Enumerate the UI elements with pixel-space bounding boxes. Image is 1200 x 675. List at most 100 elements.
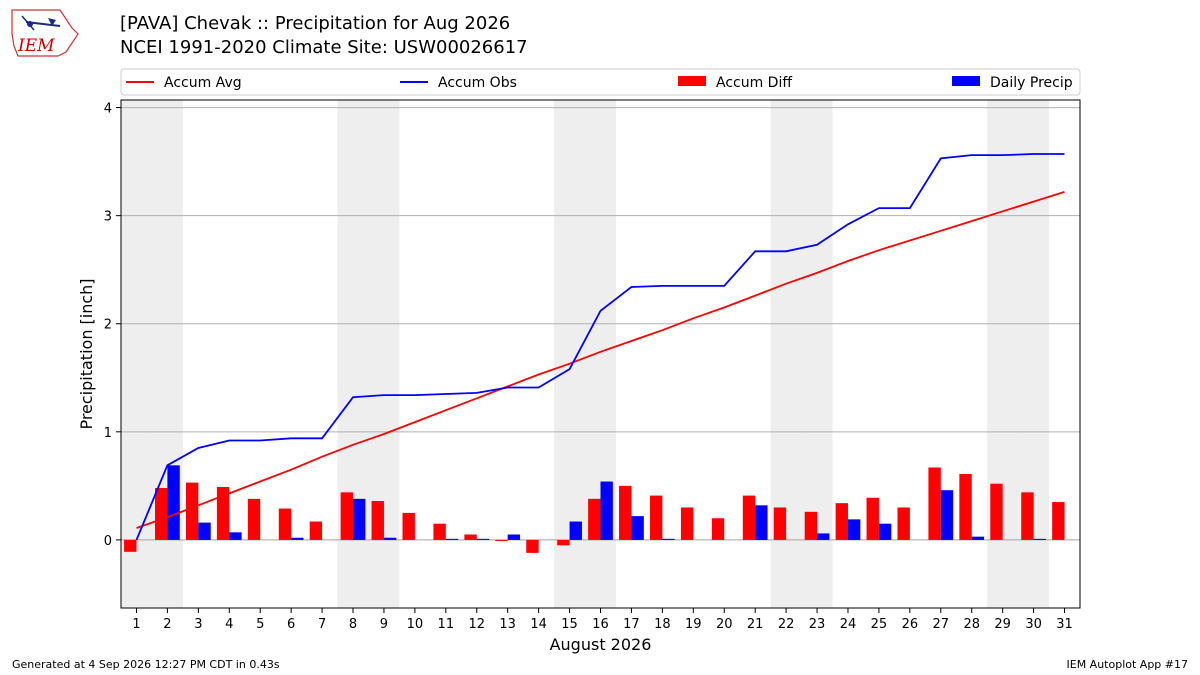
x-tick-label-22: 22 bbox=[778, 617, 795, 632]
diff-bar-6 bbox=[278, 508, 292, 540]
diff-bar-5 bbox=[247, 498, 261, 540]
legend-label-accum-avg: Accum Avg bbox=[164, 75, 242, 91]
legend-box bbox=[120, 68, 1081, 96]
x-tick-label-27: 27 bbox=[933, 617, 950, 632]
x-tick-label-5: 5 bbox=[256, 617, 264, 632]
accum-obs-line bbox=[135, 153, 1065, 541]
y-axis-label: Precipitation [inch] bbox=[77, 278, 96, 429]
x-axis-label: August 2026 bbox=[550, 635, 652, 654]
diff-bar-21 bbox=[742, 495, 756, 540]
diff-bar-10 bbox=[402, 512, 415, 540]
diff-bar-27 bbox=[928, 467, 941, 540]
daily-bar-28 bbox=[971, 536, 985, 540]
daily-bar-11 bbox=[445, 538, 459, 540]
x-tick-label-13: 13 bbox=[499, 617, 516, 632]
x-tick-label-30: 30 bbox=[1025, 617, 1042, 632]
legend-swatch-daily-precip bbox=[952, 76, 980, 86]
y-tick-label-3: 3 bbox=[104, 210, 112, 225]
daily-bar-24 bbox=[847, 519, 861, 540]
diff-bar-11 bbox=[433, 523, 446, 540]
x-tick-label-29: 29 bbox=[994, 617, 1011, 632]
x-tick-label-18: 18 bbox=[654, 617, 671, 632]
diff-bar-26 bbox=[897, 507, 910, 540]
accum-avg-line bbox=[136, 191, 1065, 529]
diff-bar-19 bbox=[680, 507, 694, 540]
x-tick-label-4: 4 bbox=[225, 617, 233, 632]
chart-subtitle: NCEI 1991-2020 Climate Site: USW00026617 bbox=[120, 37, 528, 58]
x-tick-label-23: 23 bbox=[809, 617, 826, 632]
x-tick-label-19: 19 bbox=[685, 617, 702, 632]
x-tick-label-3: 3 bbox=[194, 617, 202, 632]
daily-bar-6 bbox=[291, 537, 304, 540]
app-credit: IEM Autoplot App #17 bbox=[1066, 658, 1189, 671]
x-tick-label-26: 26 bbox=[902, 617, 919, 632]
x-tick-label-31: 31 bbox=[1056, 617, 1073, 632]
x-tick-label-17: 17 bbox=[623, 617, 640, 632]
diff-bar-13 bbox=[495, 539, 508, 541]
daily-bar-12 bbox=[476, 538, 490, 540]
daily-bar-21 bbox=[755, 505, 768, 540]
diff-bar-2 bbox=[155, 488, 168, 540]
x-tick-label-1: 1 bbox=[132, 617, 140, 632]
y-tick-label-1: 1 bbox=[104, 426, 112, 441]
legend: Accum Avg Accum Obs Accum Diff Daily Precip bbox=[120, 68, 1081, 96]
x-tick-label-15: 15 bbox=[561, 617, 578, 632]
legend-label-accum-obs: Accum Obs bbox=[438, 75, 517, 91]
daily-bar-15 bbox=[569, 521, 582, 540]
daily-bar-8 bbox=[353, 498, 366, 540]
x-tick-label-9: 9 bbox=[380, 617, 388, 632]
diff-bar-4 bbox=[216, 486, 230, 540]
diff-bar-22 bbox=[773, 507, 787, 540]
legend-swatch-accum-diff bbox=[678, 76, 706, 86]
x-tick-label-2: 2 bbox=[163, 617, 171, 632]
diff-bar-20 bbox=[711, 518, 725, 540]
diff-bar-29 bbox=[990, 483, 1003, 540]
y-tick-label-4: 4 bbox=[104, 102, 112, 117]
diff-bar-1 bbox=[124, 539, 137, 552]
daily-bar-3 bbox=[198, 522, 211, 540]
x-tick-label-11: 11 bbox=[438, 617, 455, 632]
logo-text: IEM bbox=[17, 36, 55, 56]
diff-bar-24 bbox=[835, 503, 848, 540]
daily-bar-9 bbox=[383, 537, 397, 540]
diff-bar-17 bbox=[619, 485, 632, 540]
x-tick-label-6: 6 bbox=[287, 617, 295, 632]
diff-bar-14 bbox=[526, 539, 539, 553]
diff-bar-12 bbox=[464, 534, 477, 540]
daily-bar-18 bbox=[662, 538, 675, 540]
daily-bar-13 bbox=[507, 534, 521, 540]
x-tick-label-25: 25 bbox=[871, 617, 888, 632]
x-tick-label-10: 10 bbox=[407, 617, 424, 632]
x-tick-label-16: 16 bbox=[592, 617, 609, 632]
diff-bar-15 bbox=[557, 539, 570, 546]
chart-title: [PAVA] Chevak :: Precipitation for Aug 2… bbox=[120, 13, 511, 34]
diff-bar-8 bbox=[340, 492, 354, 540]
daily-bar-2 bbox=[167, 465, 180, 540]
x-tick-label-20: 20 bbox=[716, 617, 733, 632]
diff-bar-9 bbox=[371, 500, 384, 540]
bars bbox=[124, 465, 1065, 553]
iem-logo: IEM bbox=[11, 9, 79, 57]
x-tick-label-24: 24 bbox=[840, 617, 857, 632]
diff-bar-18 bbox=[649, 495, 663, 540]
diff-bar-23 bbox=[804, 511, 818, 540]
daily-bar-27 bbox=[940, 490, 954, 540]
diff-bar-31 bbox=[1052, 502, 1065, 540]
weekend-band-1 bbox=[121, 100, 152, 608]
diff-bar-28 bbox=[959, 473, 972, 540]
daily-bar-4 bbox=[229, 532, 242, 540]
x-tick-label-8: 8 bbox=[349, 617, 357, 632]
diff-bar-3 bbox=[185, 482, 199, 540]
lines bbox=[135, 153, 1065, 541]
legend-label-daily-precip: Daily Precip bbox=[990, 75, 1073, 91]
y-tick-label-0: 0 bbox=[104, 534, 112, 549]
daily-bar-17 bbox=[631, 516, 644, 540]
x-tick-label-21: 21 bbox=[747, 617, 764, 632]
diff-bar-7 bbox=[309, 521, 323, 540]
daily-bar-16 bbox=[600, 481, 613, 540]
x-tick-label-7: 7 bbox=[318, 617, 326, 632]
y-tick-label-2: 2 bbox=[104, 318, 112, 333]
diff-bar-16 bbox=[588, 498, 601, 540]
